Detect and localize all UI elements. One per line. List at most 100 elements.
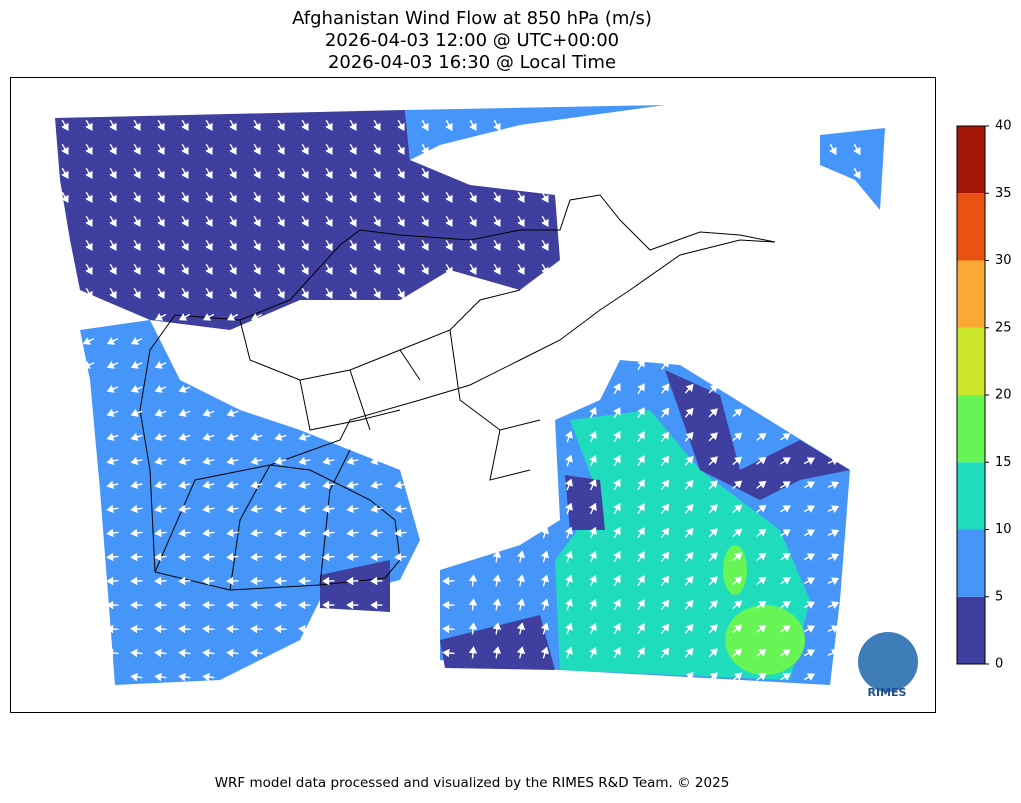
footer: WRF model data processed and visualized … [215, 775, 730, 791]
wind-arrow [373, 143, 381, 155]
wind-arrow [250, 528, 263, 538]
wind-arrow [661, 359, 670, 370]
wind-arrow [226, 576, 239, 586]
wind-arrow [613, 479, 621, 491]
wind-arrow [274, 624, 287, 634]
wind-arrow [708, 624, 718, 634]
wind-arrow [133, 143, 141, 155]
wind-arrow [274, 576, 287, 586]
wind-arrow [708, 648, 718, 658]
wind-arrow [109, 263, 117, 275]
wind-arrow [637, 599, 645, 610]
wind-arrow [154, 480, 167, 490]
wind-arrow [157, 239, 165, 251]
wind-arrow [130, 480, 143, 490]
colorbar-tick-label: 15 [995, 455, 1012, 470]
wind-arrow [803, 649, 816, 657]
wind-arrow [157, 191, 165, 203]
wind-arrow [732, 432, 743, 442]
wind-arrow [637, 503, 645, 514]
wind-arrow [154, 456, 167, 466]
wind-arrow [613, 431, 621, 443]
wind-arrow [397, 167, 405, 179]
wind-arrow [181, 215, 189, 227]
wind-arrow [106, 504, 119, 514]
wind-arrow [756, 624, 767, 633]
colorbar-band [957, 260, 985, 328]
wind-arrow [106, 648, 119, 658]
wind-arrow [853, 167, 861, 179]
wind-arrow [589, 502, 597, 515]
wind-arrow [205, 191, 213, 203]
wind-arrow [130, 576, 143, 586]
wind-arrow [661, 527, 670, 538]
wind-arrow [708, 408, 718, 418]
wind-arrow [106, 552, 119, 562]
wind-arrow [178, 432, 191, 442]
wind-arrow [250, 552, 263, 562]
wind-arrow [133, 119, 141, 131]
wind-arrow [540, 598, 549, 611]
wind-arrow [540, 622, 549, 635]
subtitle: 2026-04-03 16:30 @ Local Time [328, 52, 616, 73]
wind-arrow [684, 383, 694, 394]
wind-arrow [541, 191, 549, 203]
wind-arrow [298, 624, 311, 634]
wind-arrow [325, 143, 333, 155]
wind-arrow [205, 215, 213, 227]
wind-arrow [708, 432, 718, 442]
wind-arrow [564, 430, 573, 443]
wind-arrow [613, 575, 621, 587]
wind-arrow [540, 550, 549, 563]
wind-arrow [349, 167, 357, 179]
wind-arrow [226, 600, 239, 610]
wind-arrow [756, 648, 767, 657]
wind-area [725, 605, 805, 675]
wind-arrow [322, 528, 335, 538]
colorbar-band [957, 462, 985, 530]
wind-arrow [613, 503, 621, 515]
wind-arrow [229, 263, 237, 275]
wind-arrow [322, 600, 335, 610]
wind-arrow [130, 361, 143, 369]
wind-arrow [564, 598, 573, 611]
wind-arrow [708, 504, 718, 514]
wind-arrow [298, 552, 311, 562]
wind-arrow [61, 143, 69, 155]
wind-arrow [226, 456, 239, 466]
wind-arrow [516, 550, 526, 563]
wind-arrow [106, 408, 119, 417]
wind-arrow [133, 191, 141, 203]
wind-arrow [109, 143, 117, 155]
wind-arrow [202, 480, 215, 490]
wind-arrow [421, 119, 429, 131]
wind-arrow [250, 600, 263, 610]
wind-arrow [637, 647, 645, 658]
wind-arrow [803, 505, 816, 513]
wind-arrow [274, 432, 287, 442]
wind-arrow [589, 454, 597, 467]
wind-arrow [277, 191, 285, 203]
wind-arrow [322, 576, 335, 586]
province-border [229, 289, 541, 591]
wind-arrow [277, 263, 285, 275]
wind-area [565, 475, 605, 530]
wind-arrow [106, 624, 119, 634]
wind-arrow [301, 239, 309, 251]
wind-arrow [226, 432, 239, 442]
wind-arrow [732, 504, 743, 514]
wind-arrow [82, 361, 95, 369]
logo-text: RIMES [868, 686, 907, 699]
wind-arrow [322, 456, 335, 466]
wind-arrow [106, 432, 119, 442]
wind-arrow [421, 215, 429, 227]
wind-arrow [803, 529, 816, 537]
colorbar-band [957, 126, 985, 194]
wind-arrow [181, 119, 189, 131]
wind-arrow [469, 215, 477, 227]
wind-arrow [226, 624, 239, 634]
wind-arrow [202, 624, 215, 634]
wind-arrow [373, 239, 381, 251]
wind-arrow [106, 600, 119, 610]
wind-arrow [178, 552, 191, 562]
